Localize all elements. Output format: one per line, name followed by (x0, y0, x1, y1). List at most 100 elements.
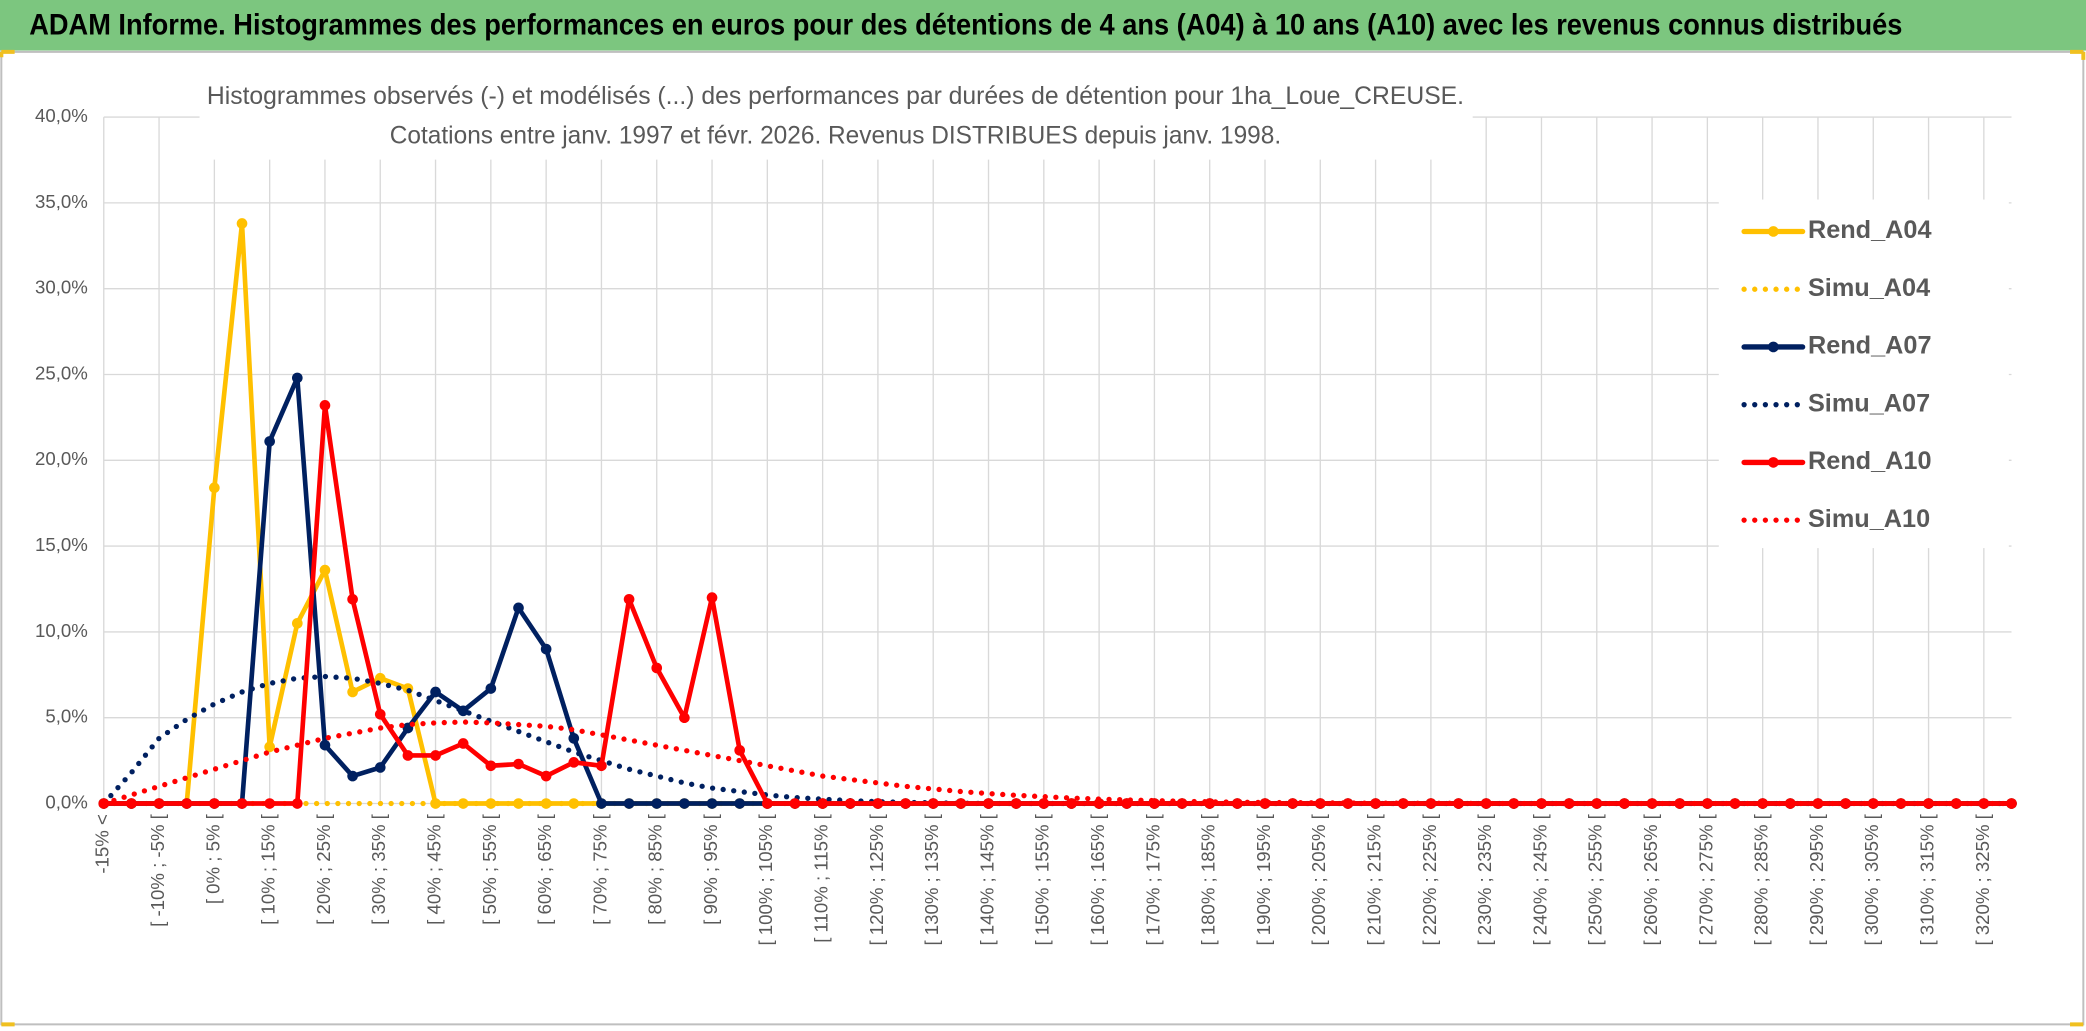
data-point (347, 686, 358, 698)
x-tick-label: [ 70% ; 75% [ (589, 813, 610, 925)
x-tick-label: [ 270% ; 275% [ (1695, 813, 1716, 945)
x-tick-label: [ 80% ; 85% [ (645, 813, 666, 925)
x-tick-label: [ 100% ; 105% [ (755, 813, 776, 945)
data-point (596, 798, 607, 809)
data-point (485, 683, 497, 694)
data-point (1342, 798, 1354, 809)
title-background (199, 77, 1473, 160)
x-tick-label: -15% < (92, 814, 113, 873)
data-point (264, 741, 275, 753)
legend-marker (1768, 226, 1779, 237)
data-point (1066, 798, 1077, 809)
x-tick-label: [ 210% ; 215% [ (1364, 813, 1385, 945)
x-tick-label: [ 110% ; 115% [ (811, 813, 832, 942)
x-tick-label: [ 280% ; 285% [ (1751, 813, 1772, 945)
x-tick-label: [ 40% ; 45% [ (423, 813, 444, 925)
data-point (762, 798, 773, 809)
data-point (1674, 798, 1686, 809)
x-tick-label: [ 260% ; 265% [ (1640, 813, 1661, 945)
data-point (955, 798, 967, 809)
data-point (1536, 798, 1547, 809)
data-point (209, 482, 220, 494)
data-point (1010, 798, 1022, 809)
x-tick-label: [ 140% ; 145% [ (976, 813, 997, 945)
data-point (291, 618, 303, 629)
x-tick-label: [ 190% ; 195% [ (1253, 813, 1274, 945)
x-tick-label: [ 160% ; 165% [ (1087, 813, 1108, 945)
y-tick-label: 10,0% (35, 620, 88, 641)
data-point (651, 662, 663, 674)
data-point (1619, 798, 1630, 809)
data-point (291, 372, 303, 384)
data-point (540, 798, 552, 809)
data-point (153, 798, 165, 809)
x-tick-label: [ 230% ; 235% [ (1474, 813, 1495, 945)
legend-label: Rend_A04 (1808, 216, 1932, 244)
data-point (596, 760, 607, 772)
data-point (402, 750, 414, 761)
data-point (347, 593, 358, 605)
x-tick-label: [ 170% ; 175% [ (1142, 813, 1163, 945)
legend-label: Rend_A07 (1808, 332, 1932, 360)
x-tick-label: [ 150% ; 155% [ (1032, 813, 1053, 945)
data-point (513, 758, 524, 770)
x-tick-label: [ 120% ; 125% [ (866, 813, 887, 945)
data-point (374, 762, 386, 773)
data-point (319, 739, 331, 751)
x-tick-label: [ 250% ; 255% [ (1585, 813, 1606, 945)
legend-label: Simu_A07 (1808, 389, 1930, 417)
data-point (430, 686, 441, 698)
x-tick-label: [ 0% ; 5% [ (202, 813, 223, 904)
legend-label: Simu_A10 (1808, 505, 1930, 533)
data-point (319, 564, 331, 576)
data-point (264, 436, 275, 447)
data-point (623, 798, 635, 809)
data-point (734, 744, 745, 756)
x-tick-label: [ -10% ; -5% [ (147, 813, 168, 927)
legend-marker (1768, 457, 1779, 468)
data-point (1895, 798, 1907, 809)
chart-title: Histogrammes observés (-) et modélisés (… (207, 82, 1464, 110)
data-point (513, 602, 524, 614)
y-tick-label: 15,0% (35, 534, 88, 555)
data-point (485, 798, 497, 809)
data-point (236, 798, 248, 809)
data-point (983, 798, 994, 809)
y-tick-label: 0,0% (45, 791, 87, 812)
plot: 0,0% 5,0% 10,0% 15,0% 20,0% 25,0% 30,0% 35,0% 40… (35, 105, 2017, 946)
data-point (927, 798, 939, 809)
data-point (126, 798, 137, 809)
y-tick-label: 25,0% (35, 362, 88, 383)
data-point (1093, 798, 1105, 809)
series-line (101, 719, 2015, 807)
y-tick-label: 30,0% (35, 277, 88, 298)
y-tick-label: 35,0% (35, 191, 88, 212)
data-point (209, 798, 220, 809)
x-tick-label: [ 50% ; 55% [ (479, 813, 500, 925)
data-point (319, 400, 331, 411)
x-tick-label: [ 130% ; 135% [ (921, 813, 942, 945)
legend-marker (1768, 341, 1779, 353)
data-point (264, 798, 275, 809)
y-tick-label: 40,0% (35, 105, 88, 126)
data-point (734, 798, 745, 809)
data-point (568, 732, 580, 744)
y-tick-label: 20,0% (35, 448, 88, 469)
data-point (706, 798, 718, 809)
x-tick-label: [ 300% ; 305% [ (1861, 813, 1882, 945)
x-tick-label: [ 60% ; 65% [ (534, 813, 555, 925)
x-tick-label: [ 310% ; 315% [ (1916, 813, 1937, 945)
data-point (374, 708, 386, 720)
data-point (347, 770, 358, 782)
data-point (651, 798, 663, 809)
data-point (540, 770, 552, 782)
x-tick-label: [ 200% ; 205% [ (1308, 813, 1329, 945)
legend-label: Simu_A04 (1808, 274, 1930, 302)
legend-background (1718, 199, 2009, 549)
x-tick-label: [ 30% ; 35% [ (368, 813, 389, 925)
x-tick-label: [ 240% ; 245% [ (1529, 813, 1550, 945)
header-title: ADAM Informe. Histogrammes des performan… (29, 9, 1902, 41)
data-point (457, 738, 469, 749)
data-point (181, 798, 193, 809)
